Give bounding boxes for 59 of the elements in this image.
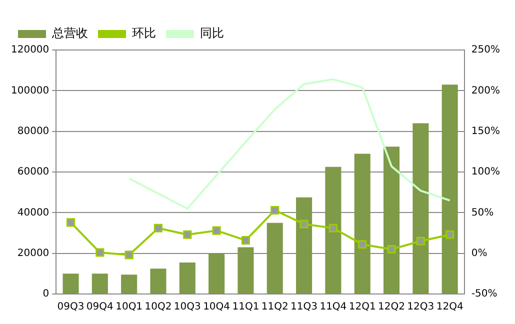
x-tick-label: 11Q2 xyxy=(261,302,288,313)
bar xyxy=(296,197,312,294)
point xyxy=(96,248,104,257)
point xyxy=(416,236,425,246)
y2-tick-label: 200% xyxy=(471,85,500,96)
x-tick-label: 12Q2 xyxy=(378,302,405,313)
x-tick-label: 11Q4 xyxy=(320,302,347,313)
y2-tick-label: 0% xyxy=(471,248,488,259)
x-tick-label: 12Q3 xyxy=(407,302,434,313)
legend-label: 同比 xyxy=(200,26,224,40)
point xyxy=(66,218,76,227)
point xyxy=(358,240,367,249)
bar xyxy=(121,274,138,294)
x-tick-label: 10Q2 xyxy=(144,302,172,313)
point xyxy=(241,236,250,245)
bar xyxy=(442,84,458,294)
point xyxy=(446,230,454,239)
x-tick-label: 10Q1 xyxy=(116,302,143,313)
bar xyxy=(238,247,254,294)
bar xyxy=(354,154,370,294)
bar xyxy=(383,146,400,294)
point xyxy=(387,244,396,254)
bar xyxy=(179,262,196,294)
x-tick-label: 12Q1 xyxy=(348,302,376,313)
bar xyxy=(150,268,166,294)
legend-label: 总营收 xyxy=(51,26,88,40)
y2-tick-label: 150% xyxy=(471,126,500,137)
x-tick-label: 10Q3 xyxy=(174,302,201,313)
bar xyxy=(325,166,342,294)
x-tick-label: 10Q4 xyxy=(203,302,230,313)
point xyxy=(154,224,163,232)
y-tick-label: 0 xyxy=(42,288,50,300)
point xyxy=(183,230,192,239)
bar xyxy=(208,253,225,294)
y-tick-label: 120000 xyxy=(10,44,50,56)
y-tick-label: 20000 xyxy=(17,248,50,259)
point xyxy=(124,250,134,260)
y2-tick-label: 250% xyxy=(471,44,500,56)
x-tick-label: 09Q4 xyxy=(86,302,114,313)
bar xyxy=(266,222,283,294)
point xyxy=(300,220,308,228)
y-tick-label: 100000 xyxy=(10,85,50,96)
y-tick-label: 80000 xyxy=(17,126,50,137)
bar xyxy=(62,274,79,294)
bar xyxy=(92,274,108,294)
y-tick-label: 40000 xyxy=(17,207,50,218)
y2-tick-label: 100% xyxy=(471,166,500,178)
y2-tick-label: 50% xyxy=(471,207,494,218)
point xyxy=(328,224,338,232)
x-tick-label: 09Q3 xyxy=(57,302,84,313)
y2-tick-label: -50% xyxy=(471,288,498,300)
bar xyxy=(412,123,429,294)
x-tick-label: 11Q3 xyxy=(290,302,318,313)
y-tick-label: 60000 xyxy=(17,166,50,178)
x-tick-label: 12Q4 xyxy=(436,302,464,313)
point xyxy=(270,206,280,215)
legend-label: 环比 xyxy=(132,26,156,40)
point xyxy=(212,226,221,235)
x-tick-label: 11Q1 xyxy=(232,302,260,313)
